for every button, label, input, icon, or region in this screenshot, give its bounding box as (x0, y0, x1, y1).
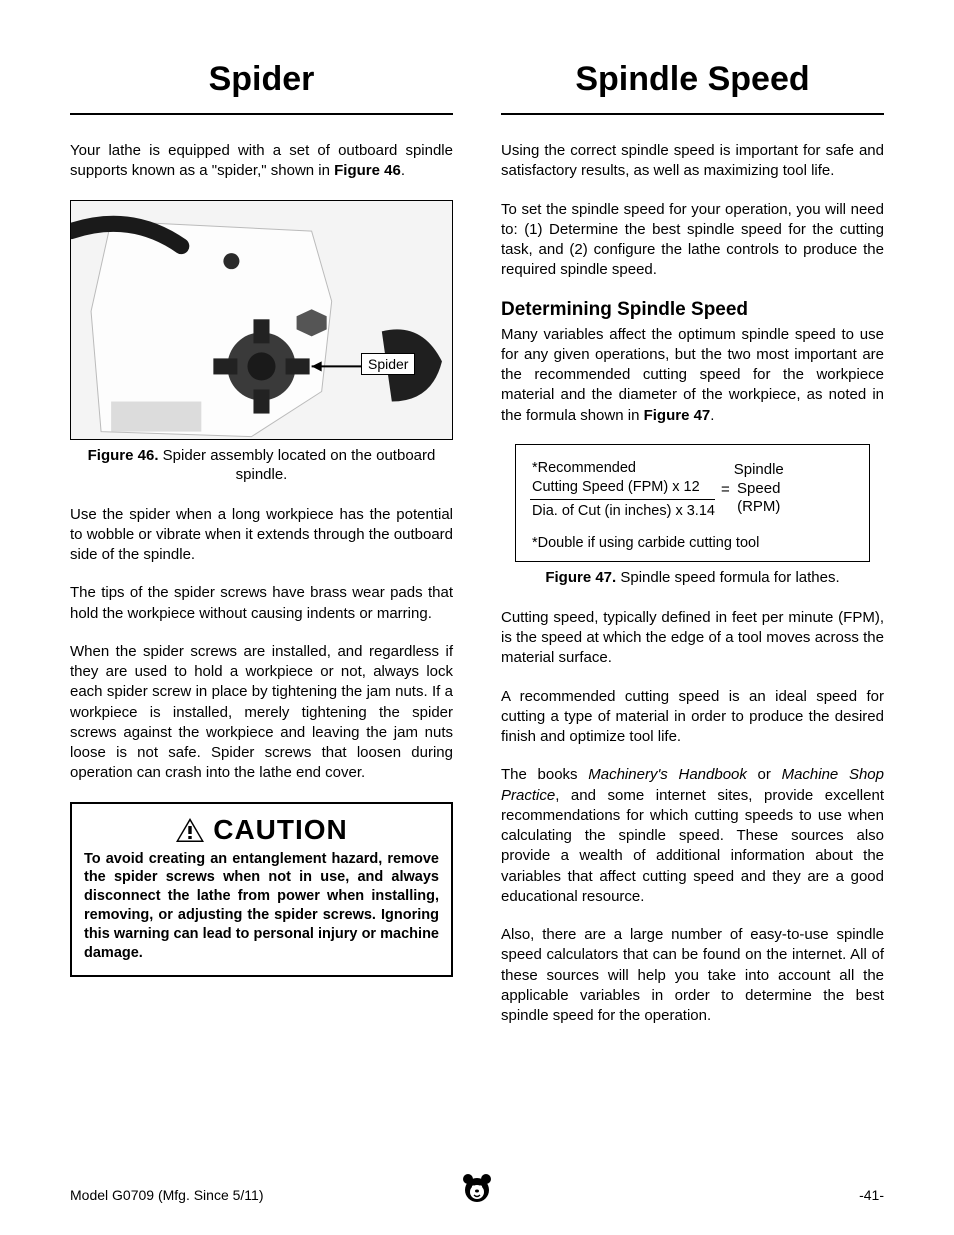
caption-text: Spider assembly located on the outboard … (159, 447, 436, 484)
book-title-1: Machinery's Handbook (588, 766, 747, 783)
spider-assembly-illustration (71, 201, 452, 440)
page-footer: Model G0709 (Mfg. Since 5/11) -41- (70, 1187, 884, 1203)
res-l3: (RPM) (737, 498, 780, 515)
text: The books (501, 766, 588, 783)
figure-47-formula: *Recommended Cutting Speed (FPM) x 12 Di… (515, 444, 870, 563)
footer-logo (461, 1170, 493, 1207)
left-p3: When the spider screws are installed, an… (70, 642, 453, 784)
figure-46-caption: Figure 46. Spider assembly located on th… (70, 446, 453, 485)
determining-subhead: Determining Spindle Speed (501, 299, 884, 321)
caution-word: CAUTION (213, 814, 348, 846)
caption-label: Figure 47. (545, 569, 616, 586)
figure-spider-label: Spider (361, 353, 415, 375)
two-column-layout: Spider Your lathe is equipped with a set… (70, 60, 884, 1044)
caption-text: Spindle speed formula for lathes. (616, 569, 839, 586)
footer-left: Model G0709 (Mfg. Since 5/11) (70, 1187, 264, 1203)
text: or (747, 766, 782, 783)
left-column: Spider Your lathe is equipped with a set… (70, 60, 453, 1044)
caution-box: CAUTION To avoid creating an entanglemen… (70, 802, 453, 977)
text: , and some internet sites, provide excel… (501, 787, 884, 905)
equals-sign: = (715, 481, 734, 498)
right-p2: To set the spindle speed for your operat… (501, 200, 884, 281)
figure-46-image: Spider (70, 200, 453, 440)
left-p1: Use the spider when a long workpiece has… (70, 505, 453, 566)
num-l2: Cutting Speed (FPM) x 12 (532, 479, 700, 495)
right-p6: The books Machinery's Handbook or Machin… (501, 765, 884, 907)
caution-body: To avoid creating an entanglement hazard… (84, 850, 439, 963)
numerator: *Recommended Cutting Speed (FPM) x 12 (530, 459, 715, 501)
figure-47-caption: Figure 47. Spindle speed formula for lat… (501, 568, 884, 588)
left-p2: The tips of the spider screws have brass… (70, 583, 453, 624)
right-p7: Also, there are a large number of easy-t… (501, 925, 884, 1026)
formula-fraction: *Recommended Cutting Speed (FPM) x 12 Di… (530, 459, 715, 520)
right-title: Spindle Speed (501, 60, 884, 115)
caution-header: CAUTION (84, 814, 439, 846)
formula-result: Spindle Speed (RPM) (734, 461, 784, 517)
right-column: Spindle Speed Using the correct spindle … (501, 60, 884, 1044)
footer-right: -41- (859, 1187, 884, 1203)
figure-ref: Figure 46 (334, 162, 401, 179)
denominator: Dia. of Cut (in inches) x 3.14 (530, 500, 715, 519)
right-p5: A recommended cutting speed is an ideal … (501, 687, 884, 748)
right-p1: Using the correct spindle speed is impor… (501, 141, 884, 182)
text: . (710, 407, 714, 424)
caption-label: Figure 46. (88, 447, 159, 464)
warning-triangle-icon (175, 817, 205, 843)
num-l1: *Recommended (532, 460, 636, 476)
formula-row: *Recommended Cutting Speed (FPM) x 12 Di… (530, 459, 857, 520)
right-p4: Cutting speed, typically defined in feet… (501, 608, 884, 669)
right-p3: Many variables affect the optimum spindl… (501, 325, 884, 426)
res-l1: Spindle (734, 461, 784, 478)
res-l2: Speed (737, 480, 780, 497)
text: . (401, 162, 405, 179)
left-title: Spider (70, 60, 453, 115)
left-intro: Your lathe is equipped with a set of out… (70, 141, 453, 182)
figure-ref: Figure 47 (644, 407, 711, 424)
bear-logo-icon (461, 1170, 493, 1204)
formula-footnote: *Double if using carbide cutting tool (530, 535, 857, 551)
